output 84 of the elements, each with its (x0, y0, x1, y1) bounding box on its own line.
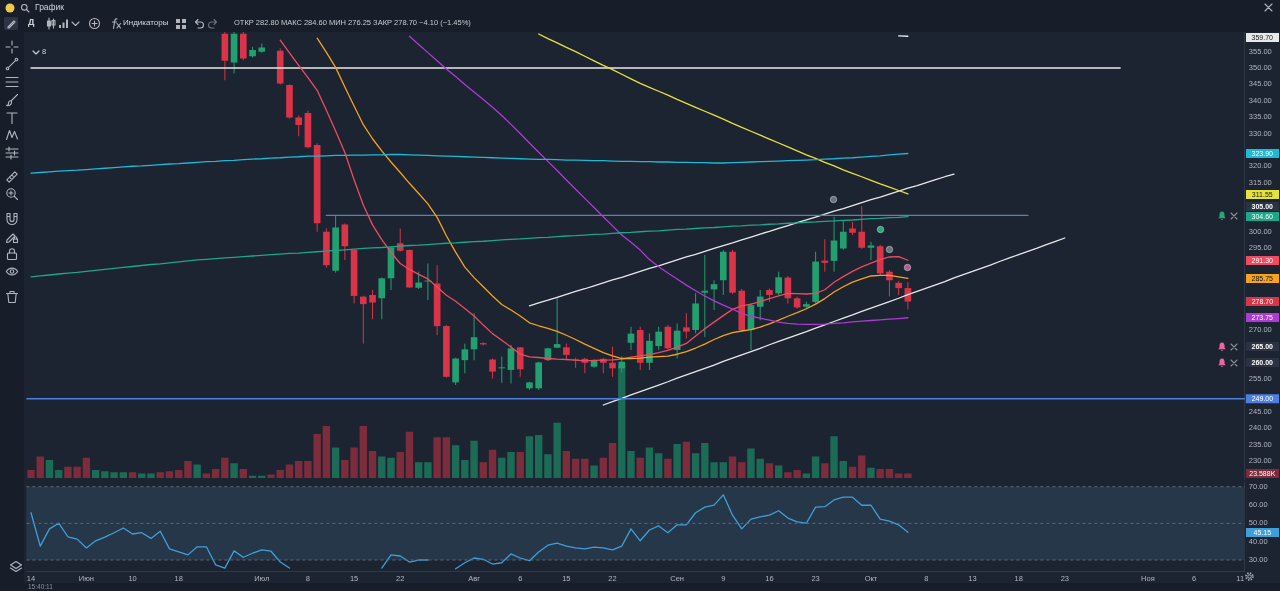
bar (581, 458, 589, 478)
bar (498, 457, 506, 478)
bar (894, 473, 903, 478)
bar (36, 456, 44, 478)
bar (230, 463, 238, 478)
candlestick (821, 239, 829, 272)
bar (599, 457, 607, 478)
bar (821, 463, 829, 478)
bar (322, 426, 331, 478)
candlestick (498, 356, 506, 383)
bar (267, 474, 275, 478)
bar (774, 465, 783, 478)
bar (415, 462, 423, 478)
bar (27, 470, 35, 478)
bar (396, 452, 404, 478)
bar (534, 435, 543, 478)
bar (747, 448, 755, 478)
bar (138, 473, 146, 478)
bar (202, 473, 211, 478)
bar (387, 457, 395, 478)
bar (848, 466, 857, 478)
bar (45, 459, 54, 478)
bar (184, 461, 192, 478)
bar (904, 473, 912, 478)
bar (682, 441, 691, 478)
bar (91, 470, 100, 478)
bar (479, 462, 487, 478)
bar (627, 450, 635, 478)
bar (405, 431, 414, 478)
bar (858, 455, 866, 478)
bar (378, 456, 386, 478)
bar (673, 444, 681, 478)
bar (525, 436, 534, 478)
bar (285, 464, 294, 478)
bar (571, 458, 580, 478)
bar (295, 461, 303, 478)
bar (654, 453, 663, 478)
bar (193, 464, 201, 478)
bar (885, 468, 894, 478)
bar (636, 457, 644, 478)
bar (147, 473, 155, 478)
candlestick (701, 255, 709, 337)
bar (156, 472, 164, 478)
bar (221, 457, 229, 478)
bar (756, 458, 764, 478)
bar (738, 462, 746, 478)
bar (802, 473, 811, 478)
bar (175, 470, 183, 478)
bar (664, 458, 672, 478)
bar (765, 463, 774, 478)
bar (839, 461, 847, 478)
bar (507, 452, 515, 478)
bar (608, 442, 617, 478)
bar (811, 456, 820, 478)
candlestick (553, 298, 561, 349)
bar (516, 452, 524, 478)
bar (876, 468, 884, 478)
bar (590, 465, 598, 478)
bar (867, 467, 875, 478)
bar (55, 470, 63, 478)
bar (276, 470, 284, 478)
bar (645, 447, 654, 478)
bar (368, 450, 377, 478)
bar (562, 450, 571, 478)
bar (239, 468, 247, 478)
chart-title: График (35, 1, 65, 13)
bar (691, 453, 700, 478)
bar (728, 456, 737, 478)
bar (128, 472, 137, 478)
bar (433, 437, 441, 478)
bar (442, 437, 451, 478)
bar (830, 436, 838, 478)
bar (82, 457, 91, 478)
bar (331, 447, 340, 478)
bar (119, 472, 128, 478)
text: Индикаторы (123, 18, 169, 28)
bar (211, 468, 220, 478)
bar (359, 426, 367, 478)
bar (719, 462, 727, 478)
bar (165, 471, 174, 478)
bar (488, 449, 497, 478)
bar (451, 445, 460, 478)
text: Д (28, 17, 35, 28)
bar (424, 462, 432, 478)
